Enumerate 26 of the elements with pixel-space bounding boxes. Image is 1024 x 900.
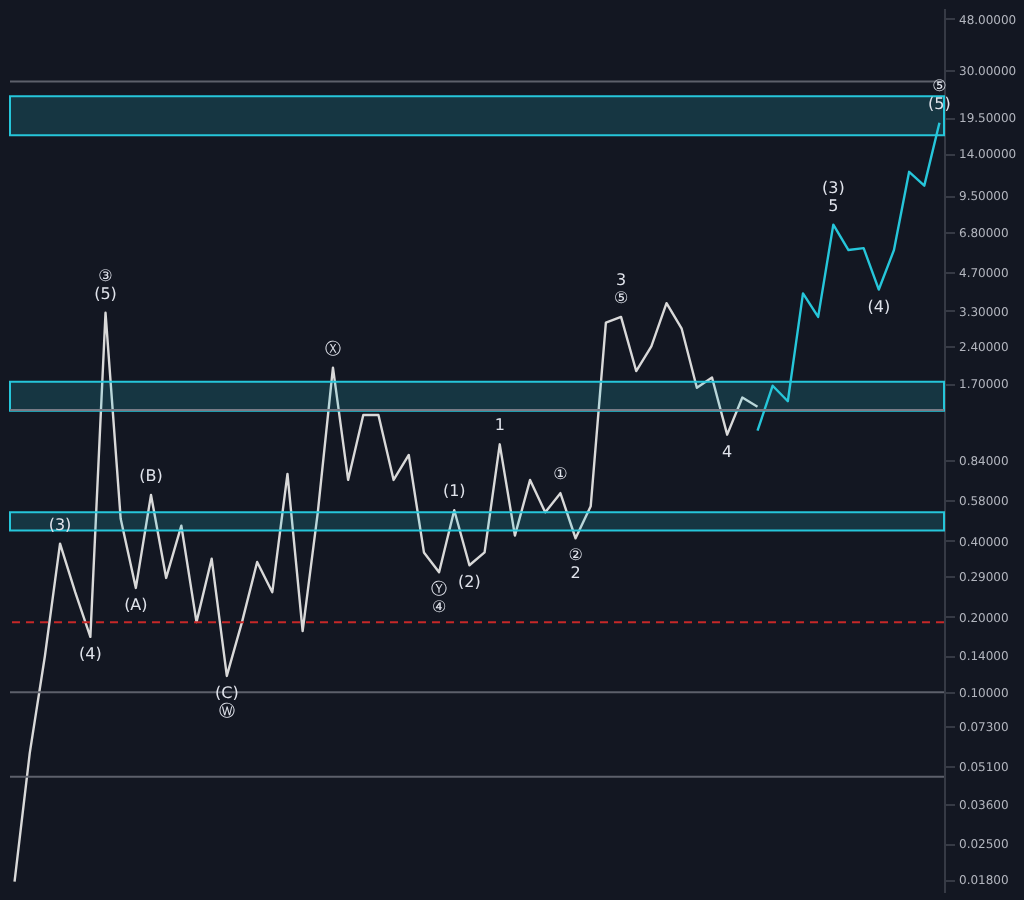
annotation: (1) [442, 482, 466, 501]
annotation: ② [568, 546, 583, 565]
annotation: (5) [94, 284, 117, 303]
annotation: Ⓧ [324, 339, 341, 358]
line-series [756, 121, 941, 432]
annotation: ⑤ [932, 76, 947, 95]
line-series [13, 301, 759, 883]
annotation: 4 [722, 442, 733, 461]
annotation: Ⓨ [431, 580, 448, 599]
annotation: 5 [828, 196, 839, 215]
annotation: 2 [570, 564, 581, 583]
annotation: (A) [124, 595, 148, 614]
annotation: (B) [139, 466, 163, 485]
annotation: 3 [615, 270, 627, 289]
annotation: (3) [821, 178, 845, 197]
annotation: (2) [458, 573, 481, 592]
annotation: (4) [79, 644, 102, 663]
annotation: (C) [214, 683, 239, 702]
annotation: Ⓦ [218, 701, 235, 720]
annotation: (3) [48, 515, 72, 534]
annotation: (4) [867, 297, 891, 316]
annotation: ⑤ [613, 288, 629, 307]
annotation: ③ [98, 266, 113, 285]
annotation: 1 [494, 416, 505, 435]
annotation: ④ [431, 598, 447, 617]
annotation: ① [553, 465, 568, 484]
